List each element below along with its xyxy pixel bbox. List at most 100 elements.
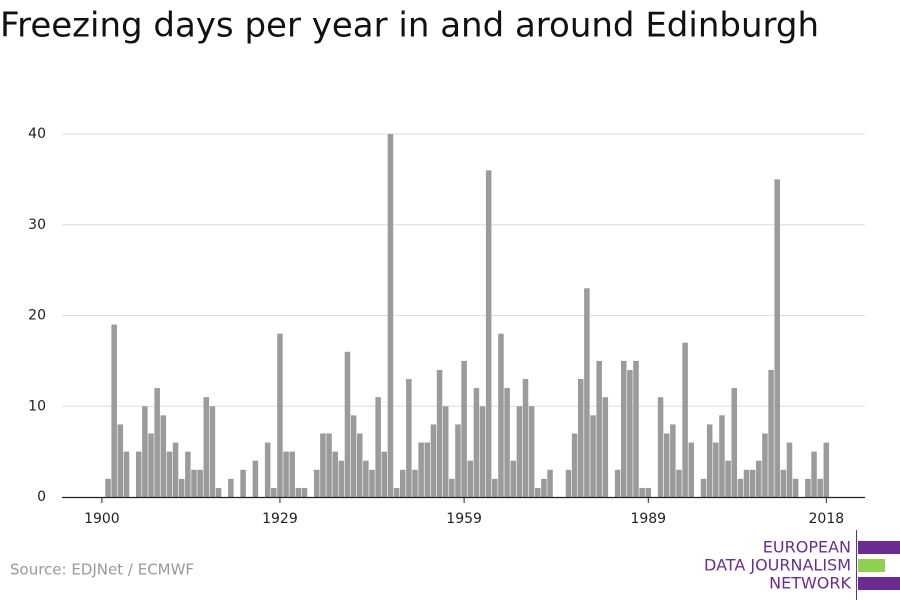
bar bbox=[682, 342, 688, 497]
bar bbox=[264, 442, 271, 497]
bar bbox=[105, 478, 111, 497]
bar bbox=[356, 433, 363, 497]
bar bbox=[725, 460, 731, 497]
bar bbox=[541, 478, 547, 497]
bar bbox=[252, 460, 259, 497]
bar bbox=[399, 469, 406, 497]
bar bbox=[338, 460, 345, 497]
bar bbox=[228, 478, 234, 497]
bar bbox=[185, 451, 191, 497]
bar bbox=[418, 442, 424, 497]
bar bbox=[154, 388, 160, 497]
bar bbox=[786, 442, 793, 497]
bar bbox=[516, 406, 523, 497]
bar bbox=[510, 460, 516, 497]
bar bbox=[676, 469, 682, 497]
bar bbox=[160, 415, 167, 497]
bar bbox=[762, 433, 768, 497]
bar bbox=[271, 487, 277, 497]
bar bbox=[332, 451, 338, 497]
bar bbox=[577, 379, 584, 497]
bar bbox=[289, 451, 295, 497]
bar bbox=[768, 369, 774, 497]
bar bbox=[737, 478, 744, 497]
bar bbox=[792, 478, 799, 497]
y-tick-label: 20 bbox=[28, 308, 46, 324]
bar bbox=[590, 415, 596, 497]
bar bbox=[191, 469, 197, 497]
bar bbox=[381, 451, 388, 497]
bar bbox=[314, 469, 320, 497]
x-tick-label: 1989 bbox=[630, 511, 666, 527]
bar bbox=[528, 406, 535, 497]
bar bbox=[805, 478, 811, 497]
bar bbox=[571, 433, 578, 497]
bar bbox=[301, 487, 308, 497]
logo-text: NETWORK bbox=[769, 574, 851, 593]
bar bbox=[823, 442, 830, 497]
bar bbox=[602, 397, 609, 497]
bar bbox=[663, 433, 670, 497]
bar bbox=[449, 478, 455, 497]
bar bbox=[633, 360, 639, 497]
bar bbox=[406, 379, 412, 497]
bar bbox=[817, 478, 823, 497]
bar bbox=[111, 324, 117, 497]
bar bbox=[215, 487, 222, 497]
logo-text: EUROPEAN bbox=[763, 538, 851, 557]
chart-title: Freezing days per year in and around Edi… bbox=[0, 6, 819, 46]
bar bbox=[375, 397, 381, 497]
bar bbox=[706, 424, 713, 497]
bar bbox=[424, 442, 431, 497]
bar bbox=[117, 424, 124, 497]
bar bbox=[731, 388, 737, 497]
bar bbox=[197, 469, 203, 497]
logo-bar bbox=[858, 559, 885, 572]
y-tick-label: 10 bbox=[28, 398, 46, 414]
bar bbox=[412, 469, 418, 497]
bar bbox=[774, 179, 780, 497]
bar bbox=[700, 478, 707, 497]
bar bbox=[240, 469, 246, 497]
bar bbox=[350, 415, 357, 497]
x-tick-label: 2018 bbox=[809, 511, 845, 527]
bar bbox=[363, 460, 369, 497]
bar bbox=[455, 424, 461, 497]
bar bbox=[670, 424, 676, 497]
bar bbox=[756, 460, 762, 497]
bar bbox=[614, 469, 621, 497]
bar bbox=[320, 433, 326, 497]
bar bbox=[436, 369, 443, 497]
bar bbox=[430, 424, 437, 497]
bar bbox=[387, 134, 394, 497]
bar bbox=[467, 460, 474, 497]
x-tick-label: 1929 bbox=[262, 511, 298, 527]
bar bbox=[749, 469, 756, 497]
bar bbox=[442, 406, 449, 497]
bar bbox=[688, 442, 695, 497]
bar bbox=[547, 469, 553, 497]
bar bbox=[584, 288, 590, 497]
bar bbox=[565, 469, 572, 497]
bar bbox=[485, 170, 492, 498]
bar bbox=[719, 415, 725, 497]
bar bbox=[504, 388, 510, 497]
bar bbox=[639, 487, 645, 497]
bar bbox=[209, 406, 216, 497]
logo-text: DATA JOURNALISM bbox=[704, 556, 851, 575]
bar bbox=[492, 478, 498, 497]
bar bbox=[203, 397, 210, 497]
bar bbox=[135, 451, 142, 497]
bar bbox=[479, 406, 486, 497]
y-tick-label: 40 bbox=[28, 126, 46, 142]
bar bbox=[166, 451, 173, 497]
x-tick-label: 1900 bbox=[84, 511, 120, 527]
bar bbox=[172, 442, 179, 497]
bar bbox=[473, 388, 480, 497]
bar bbox=[277, 333, 283, 497]
bar bbox=[596, 360, 602, 497]
bar bbox=[344, 351, 351, 497]
bar bbox=[283, 451, 289, 497]
bar bbox=[393, 487, 400, 497]
